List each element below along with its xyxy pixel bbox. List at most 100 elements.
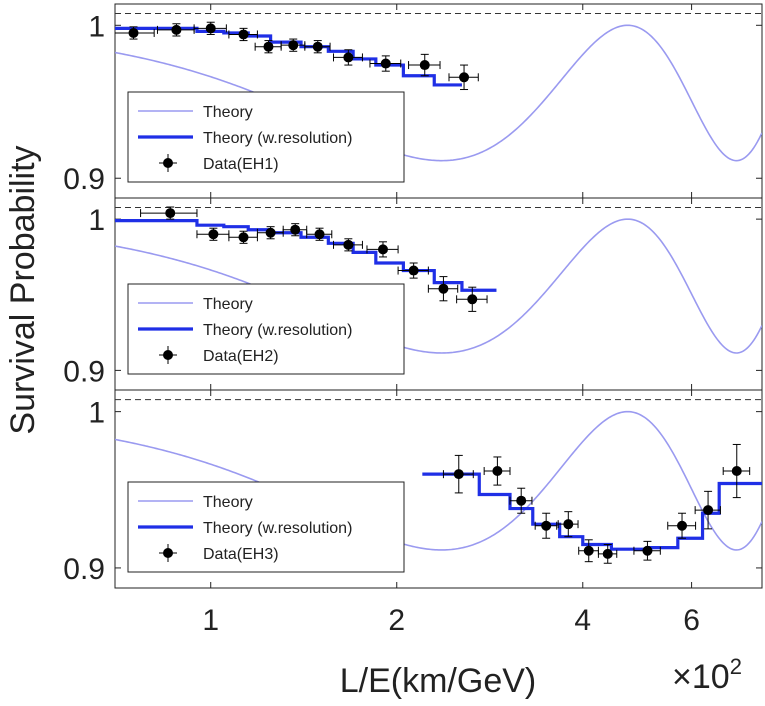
data-point [193,21,227,35]
data-point [369,55,402,72]
y-tick-label: 0.9 [63,553,105,586]
data-point [254,40,282,54]
legend-swatch-data [159,544,177,562]
y-tick-label: 1 [88,204,105,237]
x-axis-multiplier: ×102 [672,654,742,696]
legend-label: Theory [203,494,253,511]
data-point [228,230,258,244]
data-point [306,227,333,241]
data-marker [165,208,176,219]
data-point [366,241,399,258]
legend-label: Theory (w.resolution) [203,130,352,147]
panel-eh2: 0.9 1 Theory Theory (w.resolution) Data(EH2) [63,197,763,391]
legend-label: Theory [203,296,253,313]
legend: Theory Theory (w.resolution) Data(EH2) [127,283,405,375]
data-point [397,262,429,279]
data-point [115,26,155,40]
data-marker [205,23,216,34]
data-point [332,49,363,66]
data-marker [238,29,249,40]
legend-swatch-data [159,154,177,172]
data-marker [312,41,323,52]
data-point [534,512,558,539]
data-point [140,206,198,220]
data-point [483,456,511,486]
x-axis-multiplier-exponent: 2 [730,654,742,679]
theory-resolution-step [115,26,462,87]
data-point [456,286,488,312]
data-marker [459,72,470,83]
data-marker [541,520,552,531]
data-marker [343,52,354,63]
data-marker [419,60,430,71]
y-tick-label: 1 [88,10,105,43]
data-marker [438,283,449,294]
data-marker [492,466,503,477]
data-point [228,27,258,42]
data-point [448,64,479,91]
panel-eh3: 0.9 1 1 2 4 6 Theory Theory (w.resolution) Data(… [63,389,763,637]
x-axis-label: L/E(km/GeV) [340,662,536,700]
data-point [282,223,308,237]
legend: Theory Theory (w.resolution) Data(EH1) [127,91,405,183]
data-point [694,490,721,530]
theory-curve [115,24,762,162]
data-marker [563,519,574,530]
data-marker [731,466,742,477]
theory-resolution-step [115,219,497,292]
plot-area [115,410,762,564]
legend-swatch-data [159,346,177,364]
y-axis-label: Survival Probability [4,145,42,434]
data-marker [516,495,527,506]
data-marker [288,40,299,51]
x-tick-label: 2 [388,604,405,637]
data-marker [380,58,391,69]
data-marker [314,229,325,240]
data-marker [265,227,276,238]
data-point [442,454,474,494]
data-point [557,511,579,538]
legend-label: Data(EH1) [203,156,279,173]
y-tick-label: 0.9 [63,355,105,388]
data-marker [377,244,388,255]
data-marker [453,469,464,480]
data-point [256,226,284,240]
data-point [597,543,618,564]
theory-curve [115,218,762,354]
data-marker [703,505,714,516]
y-tick-label: 0.9 [63,163,105,196]
data-marker [343,239,354,250]
data-point [408,53,441,77]
data-point [304,40,331,54]
data-marker [290,224,301,235]
data-point [509,487,533,514]
data-marker [602,548,613,559]
data-point [667,512,697,539]
legend-marker [163,350,173,360]
legend-label: Data(EH3) [203,546,279,563]
legend-label: Data(EH2) [203,348,279,365]
data-marker [171,24,182,35]
data-point [280,38,306,52]
legend-label: Theory (w.resolution) [203,322,352,339]
x-tick-label: 6 [683,604,700,637]
data-point [578,539,599,563]
data-marker [677,520,688,531]
data-marker [467,294,478,305]
panel-eh1: 0.9 1 Theory Theory (w.resolution) Data(EH1) [63,3,763,199]
legend-label: Theory (w.resolution) [203,520,352,537]
legend: Theory Theory (w.resolution) Data(EH3) [127,481,405,573]
y-tick-label: 1 [88,397,105,430]
data-marker [263,41,274,52]
data-marker [128,27,139,38]
panel-frame [114,389,763,589]
data-point [633,540,661,561]
data-marker [408,265,419,276]
x-tick-label: 4 [574,604,591,637]
data-marker [642,545,653,556]
data-marker [238,232,249,243]
data-point [156,23,195,37]
data-marker [208,229,219,240]
data-marker [583,545,594,556]
